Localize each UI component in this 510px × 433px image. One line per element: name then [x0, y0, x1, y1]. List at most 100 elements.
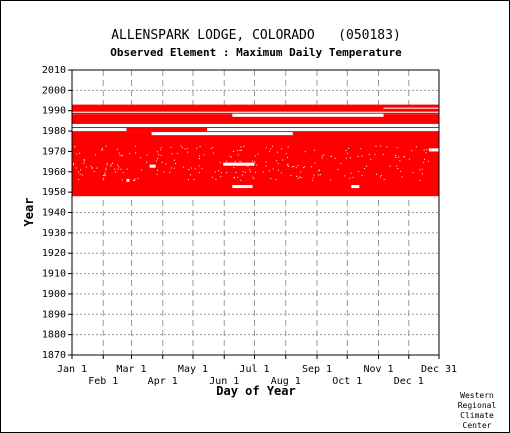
missing-data-speck	[118, 166, 120, 168]
missing-data-speck	[383, 178, 385, 180]
missing-data-speck	[397, 168, 399, 170]
missing-data-speck	[415, 146, 417, 148]
missing-data-speck	[121, 154, 123, 156]
data-bars	[72, 104, 439, 197]
missing-data-speck	[105, 145, 107, 147]
missing-data-gap	[223, 162, 255, 166]
missing-data-speck	[201, 167, 203, 169]
missing-data-speck	[318, 174, 320, 176]
missing-data-speck	[423, 162, 425, 164]
missing-data-speck	[187, 151, 189, 153]
missing-data-speck	[382, 153, 384, 155]
missing-data-speck	[73, 164, 75, 166]
y-tick-label: 1920	[42, 248, 66, 259]
missing-data-speck	[295, 166, 297, 168]
missing-data-speck	[239, 160, 241, 162]
missing-data-speck	[196, 147, 198, 149]
missing-data-speck	[349, 157, 351, 159]
missing-data-speck	[368, 153, 370, 155]
x-tick-label: Sep 1	[302, 364, 332, 375]
missing-data-speck	[254, 155, 256, 157]
missing-data-speck	[165, 163, 167, 165]
missing-data-speck	[194, 168, 196, 170]
missing-data-speck	[237, 164, 239, 166]
missing-data-speck	[286, 164, 288, 166]
missing-data-speck	[156, 158, 158, 160]
missing-data-speck	[119, 154, 121, 156]
missing-data-speck	[269, 151, 271, 153]
missing-data-speck	[428, 160, 430, 162]
missing-data-speck	[80, 169, 82, 171]
missing-data-speck	[104, 175, 106, 177]
missing-data-speck	[334, 157, 336, 159]
missing-data-speck	[121, 179, 123, 181]
y-tick-label: 1980	[42, 126, 66, 137]
missing-data-speck	[114, 168, 116, 170]
missing-data-speck	[183, 166, 185, 168]
missing-data-speck	[314, 149, 316, 151]
missing-data-speck	[313, 174, 315, 176]
missing-data-speck	[160, 149, 162, 151]
x-tick-label: Feb 1	[88, 376, 118, 387]
missing-data-speck	[272, 168, 274, 170]
missing-data-speck	[133, 179, 135, 181]
missing-data-speck	[242, 171, 244, 173]
missing-data-speck	[395, 156, 397, 158]
missing-data-speck	[220, 176, 222, 178]
missing-data-speck	[240, 162, 242, 164]
missing-data-speck	[320, 174, 322, 176]
missing-data-speck	[77, 171, 79, 173]
missing-data-speck	[340, 162, 342, 164]
missing-data-speck	[287, 146, 289, 148]
missing-data-speck	[237, 176, 239, 178]
missing-data-speck	[157, 154, 159, 156]
missing-data-speck	[349, 177, 351, 179]
missing-data-speck	[299, 176, 301, 178]
x-tick-label: May 1	[178, 364, 208, 375]
missing-data-speck	[134, 178, 136, 180]
x-tick-label: Mar 1	[116, 364, 146, 375]
missing-data-speck	[160, 147, 162, 149]
missing-data-speck	[348, 147, 350, 149]
missing-data-gap	[428, 148, 439, 152]
missing-data-speck	[187, 179, 189, 181]
x-tick-label: Oct 1	[332, 376, 362, 387]
missing-data-speck	[398, 156, 400, 158]
missing-data-speck	[425, 152, 427, 154]
missing-data-speck	[297, 177, 299, 179]
missing-data-speck	[93, 171, 95, 173]
missing-data-speck	[265, 161, 267, 163]
missing-data-speck	[304, 151, 306, 153]
missing-data-speck	[276, 160, 278, 162]
missing-data-speck	[234, 176, 236, 178]
x-tick-label: Nov 1	[363, 364, 393, 375]
missing-data-speck	[233, 166, 235, 168]
missing-data-speck	[79, 152, 81, 154]
x-axis: Jan 1 Mar 1 May 1 Jul 1 Sep 1 Nov 1 Dec 31 Feb …	[57, 355, 457, 387]
missing-data-speck	[396, 165, 398, 167]
missing-data-speck	[240, 179, 242, 181]
x-tick-label: Jun 1	[209, 376, 239, 387]
missing-data-speck	[173, 167, 175, 169]
missing-data-speck	[102, 174, 104, 176]
missing-data-speck	[268, 170, 270, 172]
missing-data-speck	[83, 160, 85, 162]
missing-data-speck	[226, 160, 228, 162]
missing-data-speck	[103, 177, 105, 179]
x-tick-label: Aug 1	[271, 376, 301, 387]
missing-data-speck	[293, 166, 295, 168]
missing-data-speck	[379, 176, 381, 178]
missing-data-speck	[389, 165, 391, 167]
missing-data-speck	[234, 160, 236, 162]
missing-data-speck	[421, 168, 423, 170]
missing-data-speck	[232, 162, 234, 164]
missing-data-speck	[198, 165, 200, 167]
missing-data-speck	[361, 155, 363, 157]
missing-data-speck	[186, 148, 188, 150]
missing-data-speck	[321, 157, 323, 159]
missing-data-speck	[76, 153, 78, 155]
missing-data-speck	[276, 151, 278, 153]
missing-data-speck	[211, 176, 213, 178]
missing-data-speck	[247, 165, 249, 167]
missing-data-speck	[265, 165, 267, 167]
